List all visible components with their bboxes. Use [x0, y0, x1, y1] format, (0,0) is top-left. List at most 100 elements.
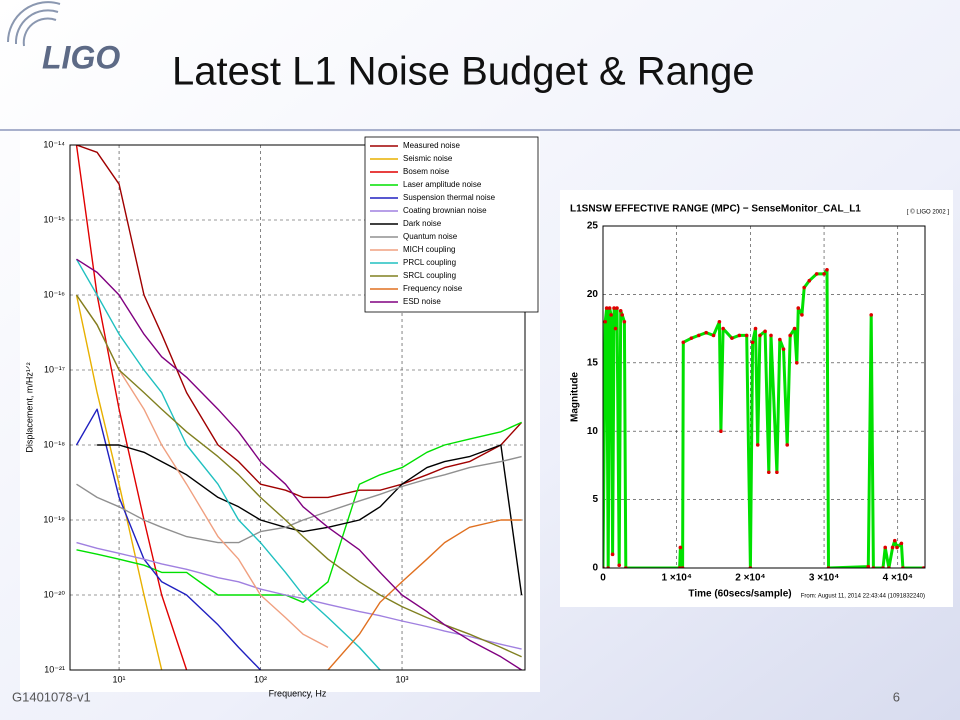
x-axis-label: Frequency, Hz — [269, 688, 327, 698]
data-point — [689, 336, 694, 340]
data-point — [612, 306, 616, 310]
series-line — [75, 294, 163, 670]
data-point — [899, 541, 904, 546]
y-tick-label: 10⁻¹⁴ — [43, 139, 65, 149]
series-line — [75, 408, 262, 670]
data-point — [620, 313, 624, 317]
x-tick-label: 2 ×10⁴ — [735, 573, 765, 584]
data-point — [807, 278, 812, 283]
data-point — [781, 347, 786, 351]
data-point — [794, 361, 799, 365]
legend-label: ESD noise — [403, 297, 441, 306]
x-tick-label: 0 — [600, 573, 606, 584]
data-point — [711, 333, 716, 338]
page-number: 6 — [893, 689, 900, 704]
y-tick-label: 10⁻²⁰ — [44, 589, 66, 599]
x-tick-label: 3 ×10⁴ — [809, 573, 839, 584]
plot-area — [75, 145, 523, 670]
legend-label: MICH coupling — [403, 245, 455, 254]
data-point — [800, 313, 804, 317]
y-tick-label: 10⁻²¹ — [44, 664, 65, 674]
data-point — [609, 313, 613, 317]
y-tick-label: 10⁻¹⁸ — [43, 439, 65, 449]
data-point — [778, 337, 782, 342]
data-point — [730, 336, 734, 340]
data-point — [785, 443, 790, 447]
y-axis-label: Magnitude — [570, 372, 581, 422]
data-point — [696, 333, 701, 338]
y-tick-label: 10⁻¹⁹ — [43, 514, 65, 524]
y-tick-label: 10⁻¹⁵ — [44, 214, 66, 224]
data-point — [603, 319, 608, 324]
data-point — [775, 470, 779, 475]
data-point — [796, 306, 801, 310]
legend-label: Coating brownian noise — [403, 206, 487, 215]
logo: LIGO — [42, 39, 120, 75]
data-point — [890, 545, 895, 550]
legend-label: PRCL coupling — [403, 258, 456, 267]
y-tick-label: 10 — [587, 426, 599, 437]
doc-id: G1401078-v1 — [12, 689, 91, 704]
series-line — [76, 455, 522, 544]
data-point — [792, 326, 797, 331]
legend-label: Measured noise — [403, 141, 460, 150]
chart-title: L1SNSW EFFECTIVE RANGE (MPC) − SenseMoni… — [570, 204, 861, 215]
series-line — [97, 444, 523, 596]
data-point — [604, 306, 609, 310]
series-line — [327, 519, 522, 670]
series-line — [76, 541, 522, 650]
data-point — [825, 267, 829, 272]
data-point — [788, 333, 792, 338]
y-tick-label: 5 — [592, 494, 598, 505]
data-point — [617, 563, 622, 568]
legend-label: Bosem noise — [403, 167, 450, 176]
y-tick-label: 0 — [592, 563, 598, 574]
y-tick-label: 25 — [587, 221, 599, 232]
data-point — [704, 330, 708, 335]
x-axis-label: Time (60secs/sample) — [688, 589, 791, 600]
plot-area — [603, 267, 925, 568]
data-point — [866, 564, 871, 568]
data-point — [615, 306, 619, 310]
x-tick-label: 10² — [254, 674, 267, 684]
legend-label: Seismic noise — [403, 154, 453, 163]
data-point — [737, 333, 742, 338]
series-line — [76, 145, 523, 499]
data-point — [802, 285, 806, 290]
data-point — [822, 272, 826, 276]
data-point — [744, 333, 749, 338]
logo-swirl — [7, 1, 61, 47]
data-point — [766, 470, 771, 475]
data-point — [892, 538, 897, 543]
y-tick-label: 10⁻¹⁷ — [44, 364, 65, 374]
y-axis-label: Displacement, m/Hz¹ᐟ² — [24, 362, 34, 452]
x-tick-label: 1 ×10⁴ — [662, 573, 692, 584]
data-point — [618, 309, 623, 313]
data-point — [719, 429, 723, 434]
series-line — [76, 421, 522, 603]
legend-label: Quantum noise — [403, 232, 458, 241]
series-line — [75, 294, 522, 658]
data-point — [681, 340, 686, 345]
series-line — [603, 268, 924, 568]
chart-note: [ © LIGO 2002 ] — [907, 209, 949, 216]
y-tick-label: 15 — [587, 357, 599, 368]
data-point — [678, 545, 683, 550]
x-tick-label: 10³ — [396, 674, 409, 684]
footnote: From: August 11, 2014 22:43:44 (10918322… — [801, 594, 925, 600]
y-tick-label: 20 — [587, 289, 599, 300]
data-point — [769, 333, 773, 338]
axes-frame — [602, 225, 926, 569]
legend-label: Frequency noise — [403, 284, 463, 293]
data-point — [607, 306, 612, 310]
data-point — [883, 545, 888, 550]
data-point — [758, 333, 762, 338]
x-tick-label: 4 ×10⁴ — [883, 573, 913, 584]
data-point — [721, 326, 725, 331]
data-point — [895, 545, 899, 550]
slide-title: Latest L1 Noise Budget & Range — [172, 50, 755, 94]
data-point — [753, 326, 758, 331]
legend-label: Laser amplitude noise — [403, 180, 482, 189]
legend-label: Suspension thermal noise — [403, 193, 496, 202]
